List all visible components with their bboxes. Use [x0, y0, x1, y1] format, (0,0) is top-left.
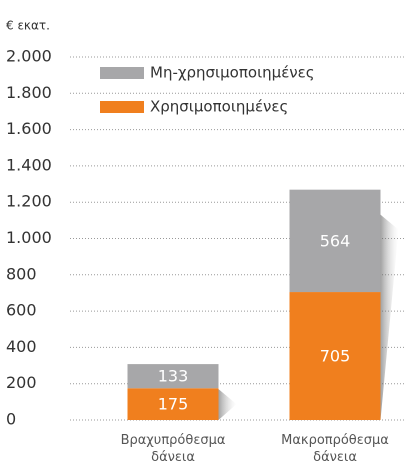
legend-label: Μη-χρησιμοποιημένες: [150, 64, 315, 82]
bar-segment: [289, 292, 381, 420]
y-tick-label: 0: [6, 410, 16, 429]
y-tick-label: 400: [6, 337, 37, 356]
legend-swatch: [100, 101, 144, 113]
legend-label: Χρησιμοποιημένες: [150, 98, 288, 116]
bar-shadow: [380, 214, 399, 420]
y-tick-label: 1.800: [6, 83, 52, 102]
data-label: 133: [158, 367, 189, 386]
y-tick-label: 600: [6, 301, 37, 320]
bar-segment: [127, 388, 219, 420]
x-tick-label: Βραχυπρόθεσμα δάνεια: [121, 433, 226, 465]
y-tick-label: 1.400: [6, 155, 52, 174]
y-tick-label: 2.000: [6, 47, 52, 66]
y-tick-label: 200: [6, 373, 37, 392]
bar-segment: [289, 189, 381, 293]
y-tick-label: 800: [6, 264, 37, 283]
y-tick-label: 1.200: [6, 192, 52, 211]
y-axis-label: € εκατ.: [6, 19, 50, 33]
bar-shadow: [218, 389, 237, 420]
data-label: 564: [320, 231, 351, 250]
bar-segment: [127, 364, 219, 389]
legend-swatch: [100, 67, 144, 79]
data-label: 175: [158, 395, 189, 414]
x-tick-label: Μακροπρόθεσμα δάνεια: [281, 433, 389, 465]
y-tick-label: 1.600: [6, 119, 52, 138]
data-label: 705: [320, 347, 351, 366]
y-tick-label: 1.000: [6, 228, 52, 247]
